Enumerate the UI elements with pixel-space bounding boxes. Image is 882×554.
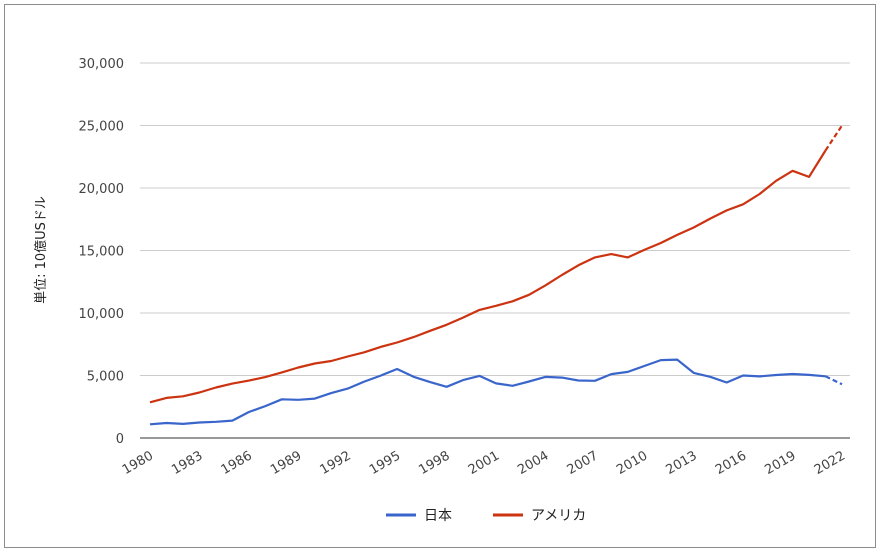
y-tick-label: 25,000 bbox=[79, 120, 125, 135]
x-tick-label: 2022 bbox=[812, 448, 848, 478]
series-line-projected bbox=[825, 375, 843, 386]
x-axis-ticks: 1980 1983 1986 1989 1992 1995 1998 2001 2004 2007… bbox=[120, 448, 848, 478]
legend-label: アメリカ bbox=[531, 508, 586, 524]
x-tick-label: 1980 bbox=[120, 448, 156, 478]
y-axis-ticks: 0 5,000 10,000 15,000 20,000 25,000 30,000 bbox=[79, 57, 125, 447]
y-tick-label: 5,000 bbox=[87, 370, 124, 385]
x-tick-label: 2019 bbox=[762, 448, 798, 478]
y-tick-label: 0 bbox=[116, 432, 124, 447]
x-tick-label: 1995 bbox=[367, 448, 403, 478]
y-tick-label: 20,000 bbox=[79, 182, 125, 197]
x-tick-label: 1998 bbox=[416, 448, 452, 478]
series-line bbox=[149, 149, 827, 404]
x-tick-label: 1983 bbox=[169, 448, 205, 478]
x-tick-label: 2013 bbox=[664, 448, 700, 478]
x-tick-label: 2016 bbox=[713, 448, 749, 478]
x-tick-label: 2001 bbox=[466, 448, 502, 478]
gridlines bbox=[140, 62, 850, 376]
x-tick-label: 1989 bbox=[268, 448, 304, 478]
chart-frame bbox=[4, 4, 876, 548]
y-tick-label: 15,000 bbox=[79, 245, 125, 260]
legend: 日本 アメリカ bbox=[386, 508, 586, 524]
series-lines bbox=[149, 124, 843, 426]
x-tick-label: 1992 bbox=[318, 448, 354, 478]
y-tick-label: 10,000 bbox=[79, 307, 125, 322]
x-tick-label: 1986 bbox=[219, 448, 255, 478]
x-tick-label: 2010 bbox=[614, 448, 650, 478]
x-tick-label: 2004 bbox=[515, 448, 551, 478]
y-axis-label: 単位: 10億USドル bbox=[33, 196, 49, 304]
series-line-projected bbox=[824, 124, 843, 152]
x-tick-label: 2007 bbox=[565, 448, 601, 478]
series-line bbox=[149, 358, 826, 426]
y-tick-label: 30,000 bbox=[79, 57, 125, 72]
legend-label: 日本 bbox=[424, 508, 452, 524]
